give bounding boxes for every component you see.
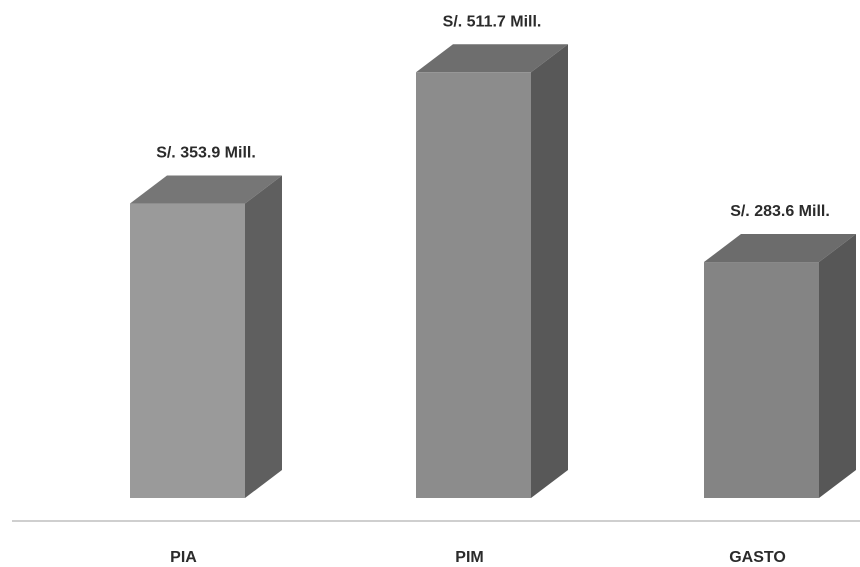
- bar-side-gasto: [819, 234, 856, 498]
- bar-front-pim: [416, 72, 531, 499]
- bar-side-pim: [531, 44, 568, 499]
- bar-front-gasto: [704, 262, 819, 498]
- bar-top-pim: [416, 44, 568, 73]
- bar-pia: [130, 175, 282, 498]
- value-label-pia: S/. 353.9 Mill.: [156, 145, 256, 162]
- category-label-pia: PIA: [170, 549, 197, 566]
- bar-top-pia: [130, 175, 282, 204]
- value-label-pim: S/. 511.7 Mill.: [443, 13, 542, 30]
- category-label-pim: PIM: [455, 549, 483, 566]
- bar-gasto: [704, 234, 856, 498]
- bar-side-pia: [245, 175, 282, 498]
- bar-pim: [416, 44, 568, 499]
- bar-front-pia: [130, 203, 245, 498]
- category-label-gasto: GASTO: [729, 549, 786, 566]
- bar-top-gasto: [704, 234, 856, 263]
- value-label-gasto: S/. 283.6 Mill.: [730, 203, 830, 220]
- bars-group: [130, 44, 856, 499]
- labels-group: S/. 353.9 Mill. PIA S/. 511.7 Mill. PIM S/. …: [156, 13, 830, 566]
